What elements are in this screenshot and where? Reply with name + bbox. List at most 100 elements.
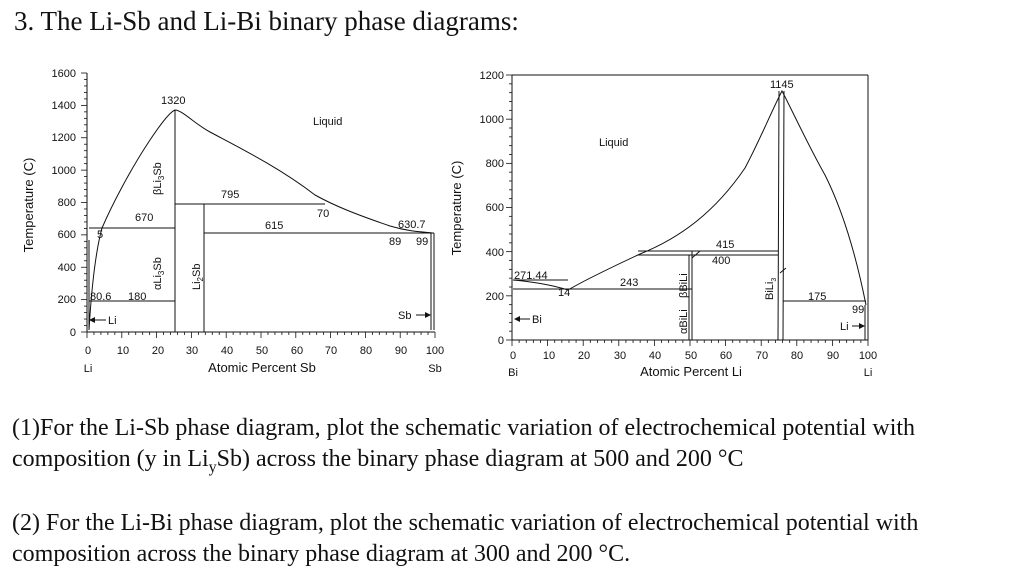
x-tick-label: 100 [426, 345, 444, 357]
page-title: 3. The Li-Sb and Li-Bi binary phase diag… [14, 6, 519, 36]
y-tick-label: 400 [58, 262, 76, 274]
label-180: 180 [128, 291, 146, 303]
y-tick-label: 200 [58, 294, 76, 306]
li-sb-x-tick-labels: 0 10 20 30 40 50 60 70 80 90 100 [85, 345, 444, 357]
label-415: 415 [716, 239, 734, 251]
label-400: 400 [712, 255, 730, 267]
x-tick-label: 70 [756, 350, 768, 362]
li-arrow-label: Li [108, 315, 117, 327]
x-left-element: Bi [508, 367, 518, 379]
label-271: 271.44 [514, 270, 548, 282]
li2sb-label: Li2Sb [191, 264, 205, 290]
sb-arrowhead [425, 312, 431, 318]
y-tick-label: 1200 [52, 132, 76, 144]
y-tick-label: 600 [486, 202, 504, 214]
x-tick-label: 80 [360, 345, 372, 357]
x-axis-title: Atomic Percent Li [640, 364, 742, 379]
x-tick-label: 40 [221, 345, 233, 357]
svg-text:βLi3Sb: βLi3Sb [152, 162, 166, 195]
beta-li3sb-label: βLi3Sb [152, 162, 166, 195]
li-arrowhead [859, 323, 865, 329]
label-615: 615 [265, 220, 283, 232]
bi-arrowhead [514, 316, 520, 322]
x-tick-label: 90 [827, 350, 839, 362]
bili3-right [782, 90, 785, 341]
y-axis-title: Temperature (C) [449, 161, 464, 256]
x-tick-label: 20 [578, 350, 590, 362]
y-tick-label: 800 [58, 197, 76, 209]
y-tick-label: 1600 [52, 68, 76, 80]
x-right-element: Sb [428, 363, 441, 375]
x-axis-title: Atomic Percent Sb [208, 360, 316, 375]
x-tick-label: 90 [395, 345, 407, 357]
label-243: 243 [620, 277, 638, 289]
li-sb-diagram: 0 200 400 600 800 1000 1200 1400 1600 0 … [21, 68, 444, 375]
y-tick-label: 0 [498, 335, 504, 347]
svg-text:αLi3Sb: αLi3Sb [152, 257, 166, 290]
liquid-label: Liquid [313, 116, 342, 128]
x-tick-label: 50 [256, 345, 268, 357]
li-arrowhead [89, 317, 95, 323]
li-bi-x-tick-labels: 0 10 20 30 40 50 60 70 80 90 100 [510, 350, 877, 362]
label-670: 670 [135, 212, 153, 224]
label-14: 14 [558, 287, 570, 299]
y-tick-label: 1200 [480, 70, 504, 82]
label-1145: 1145 [770, 79, 794, 91]
li-bi-y-tick-labels: 0 200 400 600 800 1000 1200 [480, 70, 504, 347]
y-tick-label: 0 [70, 327, 76, 339]
bili-pointer [691, 250, 701, 259]
bili3-left [777, 90, 780, 341]
y-tick-label: 400 [486, 247, 504, 259]
x-tick-label: 10 [543, 350, 555, 362]
question-1: (1)For the Li-Sb phase diagram, plot the… [12, 415, 916, 476]
li-bi-minor-ticks [506, 74, 869, 346]
x-tick-label: 30 [614, 350, 626, 362]
x-tick-label: 100 [859, 350, 877, 362]
label-99: 99 [416, 236, 428, 248]
label-175: 175 [808, 291, 826, 303]
svg-text:βBiLi: βBiLi [678, 273, 690, 298]
label-70: 70 [317, 208, 329, 220]
label-630: 630.7 [398, 219, 426, 231]
label-89: 89 [389, 236, 401, 248]
li-sb-y-tick-labels: 0 200 400 600 800 1000 1200 1400 1600 [52, 68, 76, 339]
label-795: 795 [221, 189, 239, 201]
x-tick-label: 80 [791, 350, 803, 362]
y-tick-label: 600 [58, 229, 76, 241]
x-tick-label: 70 [325, 345, 337, 357]
li-bi-diagram: 0 200 400 600 800 1000 1200 0 10 20 30 4… [449, 70, 877, 379]
question-2: (2) For the Li-Bi phase diagram, plot th… [12, 510, 919, 567]
x-tick-label: 20 [152, 345, 164, 357]
x-tick-label: 0 [510, 350, 516, 362]
y-axis-title: Temperature (C) [21, 158, 36, 253]
y-tick-label: 800 [486, 158, 504, 170]
label-99: 99 [852, 304, 864, 316]
x-left-element: Li [84, 363, 93, 375]
li-arrow-label: Li [840, 321, 849, 333]
svg-text:BiLi3: BiLi3 [764, 278, 778, 300]
x-right-element: Li [864, 367, 873, 379]
label-1320: 1320 [161, 95, 185, 107]
sb-arrow-label: Sb [398, 310, 411, 322]
y-tick-label: 200 [486, 291, 504, 303]
x-tick-label: 30 [186, 345, 198, 357]
label-5: 5 [97, 229, 103, 241]
bili3-label: BiLi3 [764, 278, 778, 300]
li-sb-minor-ticks [81, 72, 436, 338]
bi-arrow-label: Bi [532, 314, 542, 326]
x-tick-label: 10 [117, 345, 129, 357]
x-tick-label: 60 [291, 345, 303, 357]
liquidus-line [512, 89, 867, 306]
x-tick-label: 0 [85, 345, 91, 357]
x-tick-label: 60 [720, 350, 732, 362]
bili3-pointer [779, 267, 787, 274]
y-tick-label: 1000 [52, 165, 76, 177]
svg-text:Li2Sb: Li2Sb [191, 264, 205, 290]
y-tick-label: 1000 [480, 114, 504, 126]
x-tick-label: 40 [649, 350, 661, 362]
alpha-li3sb-label: αLi3Sb [152, 257, 166, 290]
x-tick-label: 50 [685, 350, 697, 362]
label-80-6: 80.6 [90, 291, 111, 303]
svg-text:αBiLi: αBiLi [678, 309, 690, 334]
